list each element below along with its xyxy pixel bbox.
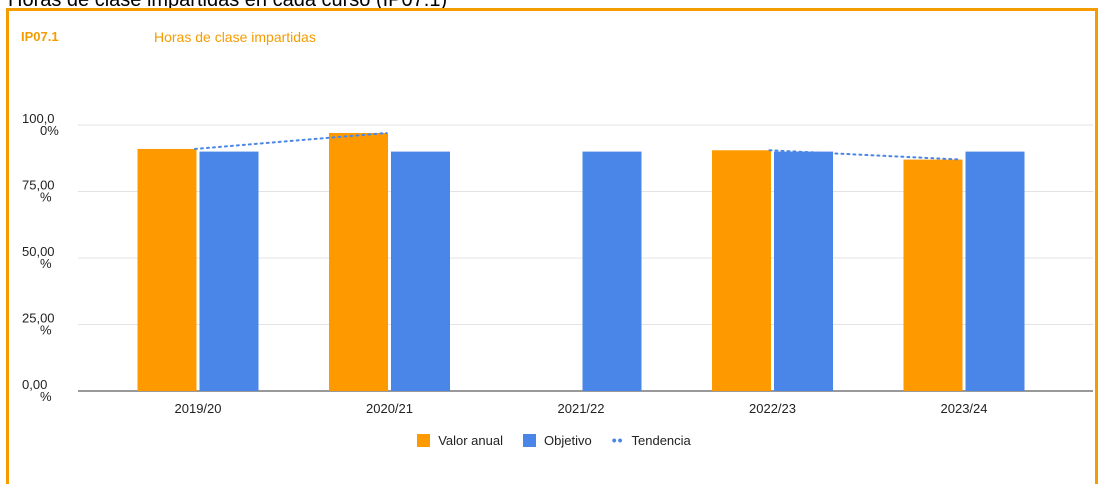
y-tick-label-unit: % xyxy=(40,190,52,205)
x-tick-label: 2022/23 xyxy=(749,401,796,416)
y-tick-label: 0,00 xyxy=(22,377,47,392)
trend-line-segment xyxy=(194,131,388,150)
legend-label-tendencia: Tendencia xyxy=(631,432,691,448)
legend-swatch-valor-anual xyxy=(417,433,431,447)
y-tick-label-unit: % xyxy=(40,256,52,271)
page-heading: Horas de clase impartidas en cada curso … xyxy=(8,0,448,11)
x-tick-label: 2023/24 xyxy=(941,401,988,416)
trend-line-segment xyxy=(768,149,962,161)
legend-label-valor-anual: Valor anual xyxy=(438,432,503,448)
bar-valor-anual xyxy=(137,148,197,391)
x-tick-label: 2021/22 xyxy=(558,401,605,416)
bar-objetivo xyxy=(965,151,1025,391)
indicator-title: Horas de clase impartidas xyxy=(154,29,316,45)
bar-valor-anual xyxy=(903,159,963,391)
bar-valor-anual xyxy=(329,132,388,392)
bar-valor-anual xyxy=(712,150,771,391)
y-tick-label-unit: % xyxy=(40,389,52,404)
bar-objetivo xyxy=(774,151,833,391)
bar-objetivo xyxy=(391,151,450,391)
chart-legend: Valor anual Objetivo •• Tendencia xyxy=(0,432,1108,448)
y-tick-label: 50,00 xyxy=(22,244,55,259)
x-tick-label: 2019/20 xyxy=(175,401,222,416)
x-tick-label: 2020/21 xyxy=(366,401,413,416)
legend-swatch-objetivo xyxy=(523,433,536,447)
legend-item-objetivo[interactable]: Objetivo xyxy=(523,433,592,448)
legend-dots-tendencia: •• xyxy=(611,432,624,448)
y-tick-label: 75,00 xyxy=(22,178,55,193)
legend-item-tendencia[interactable]: •• Tendencia xyxy=(612,432,691,448)
legend-label-objetivo: Objetivo xyxy=(544,432,592,448)
y-tick-label-unit: % xyxy=(40,323,52,338)
y-tick-label-unit: 0% xyxy=(40,123,59,138)
indicator-code: IP07.1 xyxy=(21,29,59,44)
y-tick-label: 25,00 xyxy=(22,311,55,326)
bar-objetivo xyxy=(582,151,642,391)
bar-objetivo xyxy=(199,151,259,391)
legend-item-valor-anual[interactable]: Valor anual xyxy=(417,433,503,448)
y-tick-label: 100,0 xyxy=(22,111,55,126)
